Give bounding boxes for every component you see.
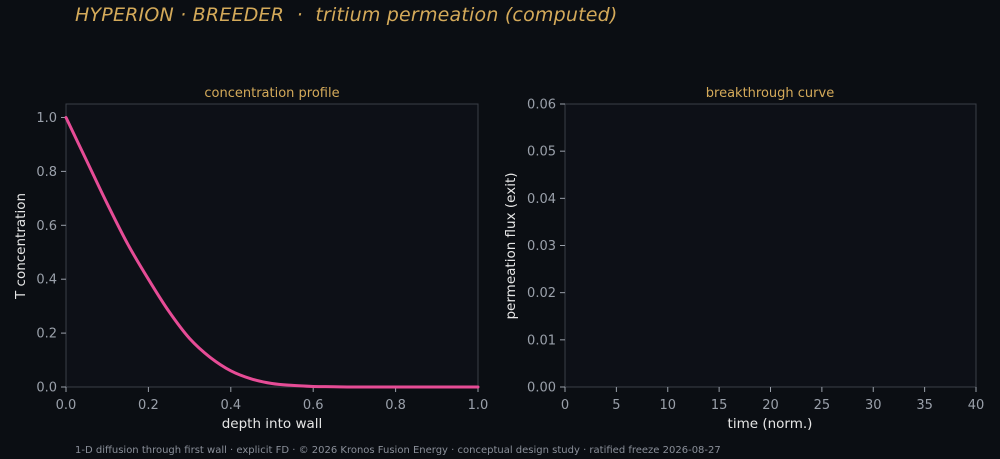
y-tick-label: 0.8 bbox=[36, 165, 57, 180]
x-tick-label: 0.0 bbox=[56, 398, 77, 413]
y-tick-label: 1.0 bbox=[36, 111, 57, 126]
series-group bbox=[64, 116, 480, 389]
y-axis-label: T concentration bbox=[13, 193, 29, 300]
x-tick-label: 0.4 bbox=[220, 398, 241, 413]
plot-area bbox=[65, 103, 479, 388]
x-tick-label: 0 bbox=[561, 398, 569, 413]
y-axis-label: permeation flux (exit) bbox=[503, 172, 519, 319]
tick-group: 0.0 0.2 0.4 0.6 0.8 1.0 0.0 0.2 0.4 0.6 0.8 1.0 bbox=[36, 111, 488, 413]
x-tick-label: 1.0 bbox=[468, 398, 489, 413]
y-tick-label: 0.0 bbox=[36, 381, 57, 396]
x-tick-label: 10 bbox=[659, 398, 676, 413]
y-tick-label: 0.05 bbox=[527, 145, 556, 160]
panel-title: breakthrough curve bbox=[706, 86, 834, 101]
y-tick-label: 0.01 bbox=[527, 333, 556, 348]
x-tick-label: 5 bbox=[612, 398, 620, 413]
footer-note: 1-D diffusion through first wall · expli… bbox=[75, 445, 721, 456]
y-tick-label: 0.02 bbox=[527, 286, 556, 301]
plot-area bbox=[564, 103, 977, 388]
x-tick-label: 15 bbox=[711, 398, 728, 413]
x-tick-label: 0.2 bbox=[138, 398, 159, 413]
x-axis-label: depth into wall bbox=[222, 416, 323, 432]
y-tick-label: 0.6 bbox=[36, 219, 57, 234]
figure-title: HYPERION · BREEDER · tritium permeation … bbox=[75, 4, 618, 26]
tick-group: 0 5 10 15 20 25 30 35 40 0.00 0.01 0.02 0.03 0.04 0.05… bbox=[527, 98, 984, 414]
x-tick-label: 35 bbox=[916, 398, 933, 413]
concentration-series-line bbox=[64, 116, 480, 389]
x-tick-label: 0.6 bbox=[303, 398, 324, 413]
x-tick-label: 30 bbox=[865, 398, 882, 413]
x-tick-label: 40 bbox=[968, 398, 985, 413]
y-tick-label: 0.2 bbox=[36, 327, 57, 342]
panel-title: concentration profile bbox=[204, 86, 339, 101]
x-tick-label: 0.8 bbox=[385, 398, 406, 413]
x-axis-label: time (norm.) bbox=[728, 416, 813, 432]
y-tick-label: 0.04 bbox=[527, 192, 556, 207]
x-tick-label: 20 bbox=[762, 398, 779, 413]
y-tick-label: 0.00 bbox=[527, 381, 556, 396]
y-tick-label: 0.03 bbox=[527, 239, 556, 254]
concentration-profile-panel: concentration profile depth into wall T … bbox=[13, 86, 488, 432]
y-tick-label: 0.4 bbox=[36, 273, 57, 288]
breakthrough-curve-panel: breakthrough curve time (norm.) permeati… bbox=[503, 86, 984, 432]
y-tick-label: 0.06 bbox=[527, 98, 556, 113]
x-tick-label: 25 bbox=[814, 398, 831, 413]
